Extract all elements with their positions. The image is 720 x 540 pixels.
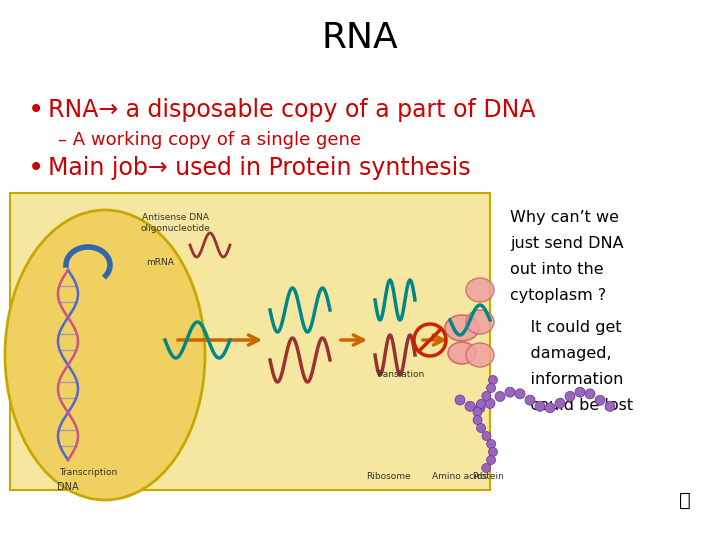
Text: could be lost: could be lost (510, 398, 633, 413)
Text: Antisense DNA
oligonucleotide: Antisense DNA oligonucleotide (140, 213, 210, 233)
Circle shape (585, 389, 595, 399)
Circle shape (455, 395, 465, 405)
Text: – A working copy of a single gene: – A working copy of a single gene (58, 131, 361, 149)
Text: Protein: Protein (472, 472, 504, 481)
Text: •: • (28, 154, 44, 182)
Text: It could get: It could get (510, 320, 621, 335)
Text: RNA: RNA (322, 21, 398, 55)
Text: damaged,: damaged, (510, 346, 611, 361)
Circle shape (482, 392, 491, 401)
Circle shape (555, 399, 565, 408)
Ellipse shape (448, 342, 476, 364)
Circle shape (545, 403, 555, 413)
Ellipse shape (466, 343, 494, 367)
Text: •: • (28, 96, 44, 124)
Text: Amino acids: Amino acids (433, 472, 487, 481)
Bar (10, 193, 490, 490)
Circle shape (488, 375, 498, 384)
Circle shape (515, 389, 525, 399)
Circle shape (488, 448, 498, 456)
Text: cytoplasm ?: cytoplasm ? (510, 288, 606, 303)
Circle shape (565, 392, 575, 401)
Circle shape (487, 383, 495, 393)
Text: information: information (510, 372, 624, 387)
Circle shape (477, 423, 485, 433)
Text: Why can’t we: Why can’t we (510, 210, 619, 225)
Text: mRNA: mRNA (146, 258, 174, 267)
Circle shape (575, 387, 585, 397)
Text: DNA: DNA (57, 482, 78, 492)
Circle shape (482, 463, 491, 472)
Text: just send DNA: just send DNA (510, 236, 624, 251)
Circle shape (535, 401, 545, 411)
Circle shape (477, 400, 485, 408)
Circle shape (487, 440, 495, 449)
Circle shape (487, 456, 495, 464)
Circle shape (482, 431, 491, 441)
Text: out into the: out into the (510, 262, 603, 277)
Ellipse shape (445, 315, 479, 341)
Text: Translation: Translation (375, 370, 425, 379)
Circle shape (505, 387, 515, 397)
Ellipse shape (466, 310, 494, 334)
Circle shape (485, 399, 495, 408)
Text: 🐸: 🐸 (679, 491, 691, 510)
Circle shape (473, 415, 482, 424)
Circle shape (495, 392, 505, 401)
Circle shape (475, 403, 485, 413)
Text: Main job→ used in Protein synthesis: Main job→ used in Protein synthesis (48, 156, 471, 180)
Ellipse shape (5, 210, 205, 500)
Circle shape (605, 401, 615, 411)
Text: RNA→ a disposable copy of a part of DNA: RNA→ a disposable copy of a part of DNA (48, 98, 536, 122)
Circle shape (595, 395, 605, 405)
Ellipse shape (466, 278, 494, 302)
Circle shape (473, 408, 482, 416)
Circle shape (525, 395, 535, 405)
Text: Transcription: Transcription (59, 468, 117, 477)
Circle shape (465, 401, 475, 411)
Text: Ribosome: Ribosome (366, 472, 410, 481)
